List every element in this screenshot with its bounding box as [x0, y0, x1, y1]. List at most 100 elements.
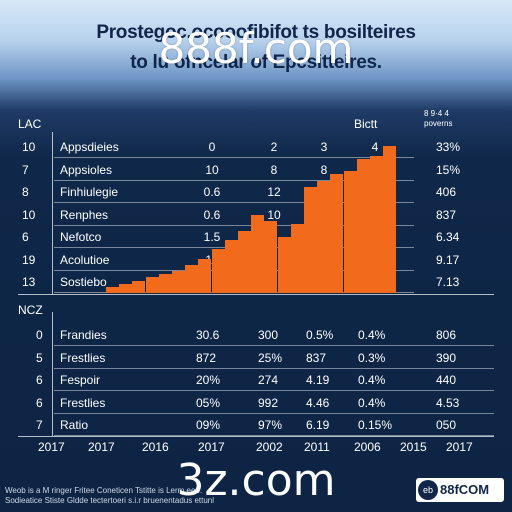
bar-17 — [317, 180, 331, 293]
footer-line-2: Sodieatice Stiste Gldde tectertoeri s.i.… — [5, 496, 215, 505]
bar-8 — [198, 258, 212, 293]
x-tick-label: 2017 — [88, 440, 115, 454]
x-axis-top — [18, 294, 494, 295]
brand-text: 88fCOM — [440, 482, 490, 497]
row-divider — [54, 180, 414, 181]
bar-1 — [106, 286, 119, 293]
row-index: 10 — [22, 140, 36, 154]
footer-line-1: Weob is a M ringer Fritee Coneticen Tsti… — [5, 486, 203, 495]
table-cell: 440 — [436, 373, 457, 387]
bar-19 — [343, 171, 357, 293]
table-cell: 300 — [258, 328, 279, 342]
table-cell: 30.6 — [196, 328, 220, 342]
row-label: Sostiebo — [60, 275, 107, 289]
table-cell: 05% — [196, 396, 221, 410]
row-divider — [54, 390, 494, 391]
bar-12 — [251, 214, 265, 293]
row-divider — [54, 435, 494, 436]
x-tick-label: 2006 — [354, 440, 381, 454]
table-cell: 6.19 — [306, 418, 330, 432]
section-label: NCZ — [18, 303, 43, 317]
row-divider — [54, 413, 494, 414]
watermark-bottom: 3z.com — [176, 455, 336, 506]
row-label: Renphes — [60, 208, 109, 222]
table-cell: 390 — [436, 351, 457, 365]
row-right-value: 33% — [436, 140, 461, 154]
table-cell: 0.3% — [358, 351, 386, 365]
table-cell: 0 — [208, 140, 216, 154]
row-index: 6 — [22, 230, 29, 244]
x-tick-label: 2002 — [256, 440, 283, 454]
row-index: 7 — [36, 418, 43, 432]
x-tick-label: 2017 — [38, 440, 65, 454]
table-cell: 25% — [258, 351, 283, 365]
bar-11 — [238, 230, 251, 293]
table-cell: 274 — [258, 373, 279, 387]
row-divider — [54, 225, 414, 226]
brand-logo: eb 88fCOM — [416, 478, 504, 502]
table-cell: 0.4% — [358, 396, 386, 410]
bar-20 — [356, 158, 370, 293]
table-cell: 0.15% — [358, 418, 393, 432]
table-cell: 2 — [270, 140, 278, 154]
row-label: Finhiulegie — [60, 185, 119, 199]
table-cell: 10 — [267, 208, 281, 222]
bar-14 — [277, 236, 291, 293]
bar-22 — [383, 146, 397, 293]
row-index: 7 — [22, 163, 29, 177]
table-cell: 4.46 — [306, 396, 330, 410]
table-cell: 3 — [320, 140, 328, 154]
table-cell: 97% — [258, 418, 283, 432]
table-cell: 4 — [371, 140, 379, 154]
row-index: 8 — [22, 185, 29, 199]
table-cell: 0.6 — [203, 208, 221, 222]
row-index: 6 — [36, 373, 43, 387]
x-tick-label: 2017 — [198, 440, 225, 454]
row-right-value: 15% — [436, 163, 461, 177]
row-index: 0 — [36, 328, 43, 342]
chart-title-line-1: Prostegoc.ocooofibifot ts bosilteires — [96, 22, 416, 43]
row-label: Appsioles — [60, 163, 113, 177]
row-divider — [54, 368, 494, 369]
table-cell: 10 — [205, 163, 219, 177]
row-right-value: 7.13 — [436, 275, 460, 289]
row-divider — [54, 345, 494, 346]
corner-label: LAC — [18, 117, 42, 131]
bar-6 — [172, 271, 185, 293]
table-cell: 0.6 — [203, 185, 221, 199]
table-cell: 8 — [270, 163, 278, 177]
x-tick-label: 2015 — [400, 440, 427, 454]
row-index: 10 — [22, 208, 36, 222]
row-label: Fespoir — [60, 373, 101, 387]
x-tick-label: 2017 — [446, 440, 473, 454]
table-cell: 992 — [258, 396, 279, 410]
row-index: 13 — [22, 275, 36, 289]
row-divider — [54, 202, 414, 203]
row-right-value: 837 — [436, 208, 457, 222]
row-label: Acolutioe — [60, 253, 110, 267]
y-axis-top — [52, 132, 53, 294]
row-index: 19 — [22, 253, 36, 267]
bar-4 — [145, 277, 159, 293]
row-label: Ratio — [60, 418, 89, 432]
x-tick-label: 2011 — [304, 440, 330, 454]
bar-10 — [224, 239, 238, 293]
bar-5 — [158, 274, 172, 293]
row-index: 6 — [36, 396, 43, 410]
y-axis-bottom — [52, 312, 53, 436]
bar-21 — [370, 155, 383, 293]
row-label: Appsdieies — [60, 140, 119, 154]
row-label: Frestlies — [60, 351, 106, 365]
right-header-sub: 8 9·4 4 poverns — [424, 109, 453, 128]
table-cell: 837 — [306, 351, 327, 365]
x-axis-bottom — [18, 436, 494, 437]
table-cell: 20% — [196, 373, 221, 387]
row-right-value: 9.17 — [436, 253, 460, 267]
table-cell: 4.19 — [306, 373, 330, 387]
bar-3 — [132, 280, 146, 293]
row-label: Nefotco — [60, 230, 102, 244]
table-cell: 0.4% — [358, 373, 386, 387]
bar-18 — [330, 174, 344, 293]
table-cell: 872 — [196, 351, 217, 365]
bar-13 — [264, 221, 278, 293]
